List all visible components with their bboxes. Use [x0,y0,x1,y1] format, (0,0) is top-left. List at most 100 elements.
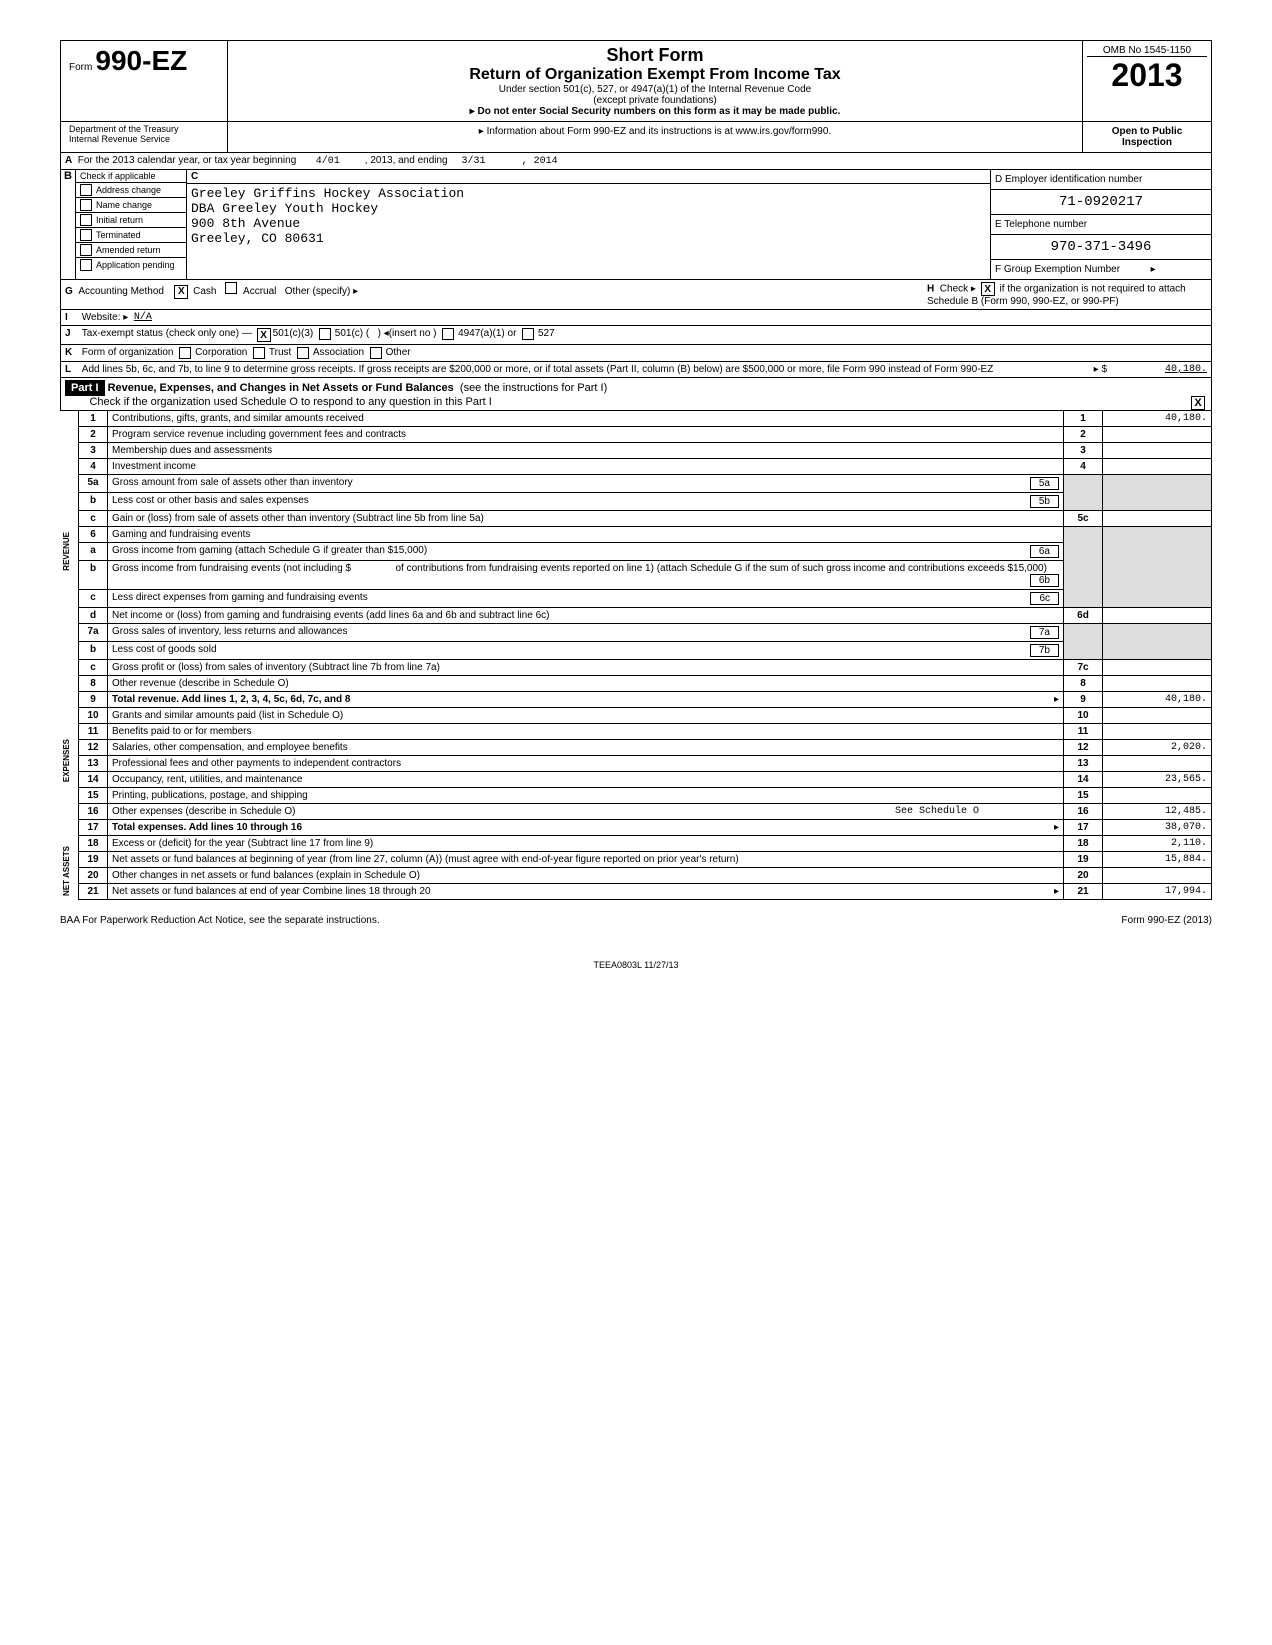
checkbox-other[interactable] [370,347,382,359]
dept-treasury: Department of the Treasury [69,124,219,134]
info-text: ▸ Information about Form 990-EZ and its … [228,122,1083,152]
revenue-label: REVENUE [62,532,76,571]
label-b: B [61,170,76,279]
tax-year-row: A For the 2013 calendar year, or tax yea… [60,153,1212,170]
line-1: 1Contributions, gifts, grants, and simil… [79,411,1212,427]
line-20: 20Other changes in net assets or fund ba… [79,868,1212,884]
part1-title: Revenue, Expenses, and Changes in Net As… [108,382,454,394]
checkbox-pending[interactable] [80,259,92,271]
checkbox-name[interactable] [80,199,92,211]
line-2: 2Program service revenue including gover… [79,427,1212,443]
form-number: 990-EZ [95,45,187,76]
line-16: 16Other expenses (describe in Schedule O… [79,804,1212,820]
checkbox-trust[interactable] [253,347,265,359]
check-amended: Amended return [76,243,186,258]
footer-baa: BAA For Paperwork Reduction Act Notice, … [60,915,380,926]
omb-number: OMB No 1545-1150 [1087,45,1207,56]
checkbox-527[interactable] [522,328,534,340]
checkbox-initial[interactable] [80,214,92,226]
line-a-text: For the 2013 calendar year, or tax year … [78,155,296,166]
line-21: 21Net assets or fund balances at end of … [79,884,1212,900]
omb-year-box: OMB No 1545-1150 2013 [1083,41,1211,121]
main-wrapper: REVENUE EXPENSES NET ASSETS 1Contributio… [60,411,1212,911]
line-8: 8Other revenue (describe in Schedule O)8 [79,676,1212,692]
checkbox-col: Check if applicable Address change Name … [76,170,187,279]
irs-label: Internal Revenue Service [69,134,219,144]
form-header: Form 990-EZ Short Form Return of Organiz… [60,40,1212,122]
cash-label: Cash [193,286,216,297]
opt-501c: 501(c) ( [335,328,369,342]
part1-label: Part I [65,380,105,396]
ssn-warning: ▸ Do not enter Social Security numbers o… [232,106,1078,117]
opt-corp: Corporation [195,347,247,359]
accrual-label: Accrual [243,286,276,297]
part1-header: Part I Revenue, Expenses, and Changes in… [60,378,1212,411]
opt-trust: Trust [269,347,291,359]
header-row2: Department of the Treasury Internal Reve… [60,122,1212,153]
footer-teea: TEEA0803L 11/27/13 [60,960,1212,970]
line-7c: cGross profit or (loss) from sales of in… [79,660,1212,676]
checkbox-amended[interactable] [80,244,92,256]
checkbox-schedo[interactable]: X [1191,396,1205,410]
form-label: Form [69,62,92,73]
line-14: 14Occupancy, rent, utilities, and mainte… [79,772,1212,788]
phone-value: 970-371-3496 [991,235,1211,260]
checkbox-h[interactable]: X [981,282,995,296]
checkbox-address[interactable] [80,184,92,196]
form-title-box: Short Form Return of Organization Exempt… [228,41,1083,121]
checkbox-4947[interactable] [442,328,454,340]
expenses-label: EXPENSES [62,739,76,782]
check-applicable: Check if applicable [76,170,186,183]
org-city: Greeley, CO 80631 [191,231,986,246]
opt-501c3: 501(c)(3) [273,328,314,342]
line-10: 10Grants and similar amounts paid (list … [79,708,1212,724]
phone-label: E Telephone number [991,215,1211,235]
org-col: C Greeley Griffins Hockey Association DB… [187,170,991,279]
l-value: 40,180. [1107,364,1207,375]
opt-4947: 4947(a)(1) or [458,328,516,342]
line-6b: bGross income from fundraising events (n… [79,561,1212,590]
checkbox-assoc[interactable] [297,347,309,359]
line-11: 11Benefits paid to or for members11 [79,724,1212,740]
check-name: Name change [76,198,186,213]
section-bcdef: B Check if applicable Address change Nam… [60,170,1212,280]
checkbox-cash[interactable]: X [174,285,188,299]
except-text: (except private foundations) [232,95,1078,106]
checkbox-corp[interactable] [179,347,191,359]
begin-date: 4/01 [316,156,340,167]
line-3: 3Membership dues and assessments3 [79,443,1212,459]
check-pending: Application pending [76,258,186,272]
short-form-title: Short Form [232,45,1078,66]
checkbox-501c[interactable] [319,328,331,340]
data-table: 1Contributions, gifts, grants, and simil… [78,411,1212,900]
line-15: 15Printing, publications, postage, and s… [79,788,1212,804]
footer: BAA For Paperwork Reduction Act Notice, … [60,911,1212,930]
org-dba: DBA Greeley Youth Hockey [191,201,986,216]
checkbox-accrual[interactable] [225,282,237,294]
line-6c: cLess direct expenses from gaming and fu… [79,590,1212,608]
website-label: Website: ▸ [82,312,129,323]
line-12: 12Salaries, other compensation, and empl… [79,740,1212,756]
right-col: D Employer identification number 71-0920… [991,170,1211,279]
label-g: G [65,286,73,297]
opt-assoc: Association [313,347,364,359]
side-labels: REVENUE EXPENSES NET ASSETS [60,411,78,911]
opt-527: 527 [538,328,555,342]
l-text: Add lines 5b, 6c, and 7b, to line 9 to d… [82,364,1091,375]
checkbox-terminated[interactable] [80,229,92,241]
l-arrow: ▸ $ [1094,364,1107,375]
open-public: Open to Public Inspection [1083,122,1211,152]
group-exempt: F Group Exemption Number ▸ [991,260,1211,279]
line-6d: dNet income or (loss) from gaming and fu… [79,608,1212,624]
mid-text: , 2013, and ending [365,155,448,166]
opt-501c-b: ) ◂(insert no ) [378,328,437,342]
checkbox-501c3[interactable]: X [257,328,271,342]
line-17: 17Total expenses. Add lines 10 through 1… [79,820,1212,836]
check-terminated: Terminated [76,228,186,243]
assets-label: NET ASSETS [62,846,76,896]
dept-box: Department of the Treasury Internal Reve… [61,122,228,152]
line-18: 18Excess or (deficit) for the year (Subt… [79,836,1212,852]
check-initial: Initial return [76,213,186,228]
label-i: I [65,312,79,323]
line-5a: 5aGross amount from sale of assets other… [79,475,1212,493]
